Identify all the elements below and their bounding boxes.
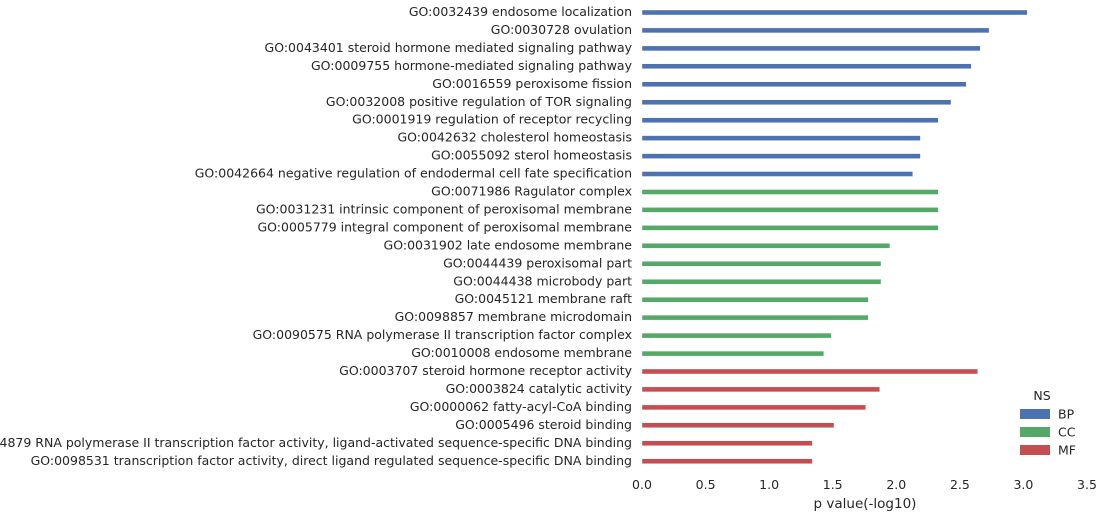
bar-bp: [642, 154, 920, 159]
category-label: GO:0005496 steroid binding: [455, 417, 632, 432]
x-axis-label: p value(-log10): [814, 496, 917, 512]
bar-bp: [642, 28, 989, 33]
bar-mf: [642, 459, 812, 464]
bar-mf: [642, 387, 880, 392]
bar-cc: [642, 261, 881, 266]
bar-chart: GO:0032439 endosome localization GO:00307…: [0, 0, 1104, 518]
x-tick-label: 3.5: [1077, 477, 1097, 492]
bar-bp: [642, 172, 913, 177]
legend-label-mf: MF: [1058, 443, 1076, 458]
bar-bp: [642, 46, 980, 51]
bar-mf: [642, 423, 834, 428]
category-label: GO:0044438 microbody part: [453, 273, 632, 288]
category-label: GO:0000062 fatty-acyl-CoA binding: [410, 399, 632, 414]
x-tick-label: 0.5: [696, 477, 716, 492]
legend-swatch-mf: [1020, 445, 1050, 455]
category-label: GO:0042664 negative regulation of endode…: [195, 166, 632, 181]
x-tick-label: 1.0: [759, 477, 779, 492]
category-label: GO:0009755 hormone-mediated signaling pa…: [311, 58, 633, 73]
bar-bp: [642, 64, 971, 69]
category-label: GO:0030728 ovulation: [491, 22, 632, 37]
category-label: GO:0032008 positive regulation of TOR si…: [326, 94, 632, 109]
category-label: GO:0031902 late endosome membrane: [384, 237, 633, 252]
x-tick-label: 3.0: [1013, 477, 1033, 492]
bar-cc: [642, 225, 938, 230]
x-tick-label: 0.0: [632, 477, 652, 492]
bar-cc: [642, 279, 881, 284]
bar-bp: [642, 136, 920, 141]
category-label: GO:0010008 endosome membrane: [411, 345, 632, 360]
category-label: GO:0032439 endosome localization: [409, 4, 632, 19]
legend-label-bp: BP: [1058, 407, 1075, 422]
bar-cc: [642, 297, 868, 302]
category-labels: GO:0032439 endosome localization GO:00307…: [0, 4, 633, 468]
category-label: GO:0042632 cholesterol homeostasis: [398, 130, 633, 145]
bar-cc: [642, 243, 890, 248]
bar-mf: [642, 441, 812, 446]
bars-layer: [642, 10, 1027, 464]
category-label: GO:0004879 RNA polymerase II transcripti…: [0, 435, 632, 450]
bar-bp: [642, 10, 1027, 15]
legend-swatch-cc: [1020, 427, 1050, 437]
category-label: GO:0098857 membrane microdomain: [395, 309, 632, 324]
category-label: GO:0043401 steroid hormone mediated sign…: [265, 40, 633, 55]
bar-mf: [642, 405, 866, 410]
category-label: GO:0016559 peroxisome fission: [432, 76, 632, 91]
x-tick-label: 2.5: [950, 477, 970, 492]
category-label: GO:0044439 peroxisomal part: [443, 255, 632, 270]
bar-bp: [642, 100, 951, 105]
x-tick-label: 1.5: [823, 477, 843, 492]
bar-mf: [642, 369, 978, 374]
category-label: GO:0090575 RNA polymerase II transcripti…: [253, 327, 632, 342]
legend-label-cc: CC: [1058, 425, 1076, 440]
bar-cc: [642, 207, 938, 212]
bar-bp: [642, 118, 938, 123]
category-label: GO:0003824 catalytic activity: [446, 381, 633, 396]
bar-cc: [642, 315, 868, 320]
legend-swatch-bp: [1020, 409, 1050, 419]
bar-bp: [642, 82, 966, 87]
legend: NS BP CC MF: [1020, 388, 1076, 458]
category-label: GO:0001919 regulation of receptor recycl…: [352, 112, 632, 127]
bar-cc: [642, 333, 831, 338]
category-label: GO:0055092 sterol homeostasis: [431, 148, 632, 163]
category-label: GO:0031231 intrinsic component of peroxi…: [256, 201, 632, 216]
category-label: GO:0071986 Ragulator complex: [431, 184, 632, 199]
x-tick-label: 2.0: [886, 477, 906, 492]
category-label: GO:0098531 transcription factor activity…: [31, 453, 632, 468]
bar-cc: [642, 190, 938, 195]
legend-title: NS: [1033, 388, 1050, 403]
bar-cc: [642, 351, 824, 356]
category-label: GO:0045121 membrane raft: [455, 291, 633, 306]
category-label: GO:0005779 integral component of peroxis…: [258, 219, 633, 234]
x-axis: 0.0 0.5 1.0 1.5 2.0 2.5 3.0 3.5: [632, 477, 1097, 492]
category-label: GO:0003707 steroid hormone receptor acti…: [339, 363, 632, 378]
